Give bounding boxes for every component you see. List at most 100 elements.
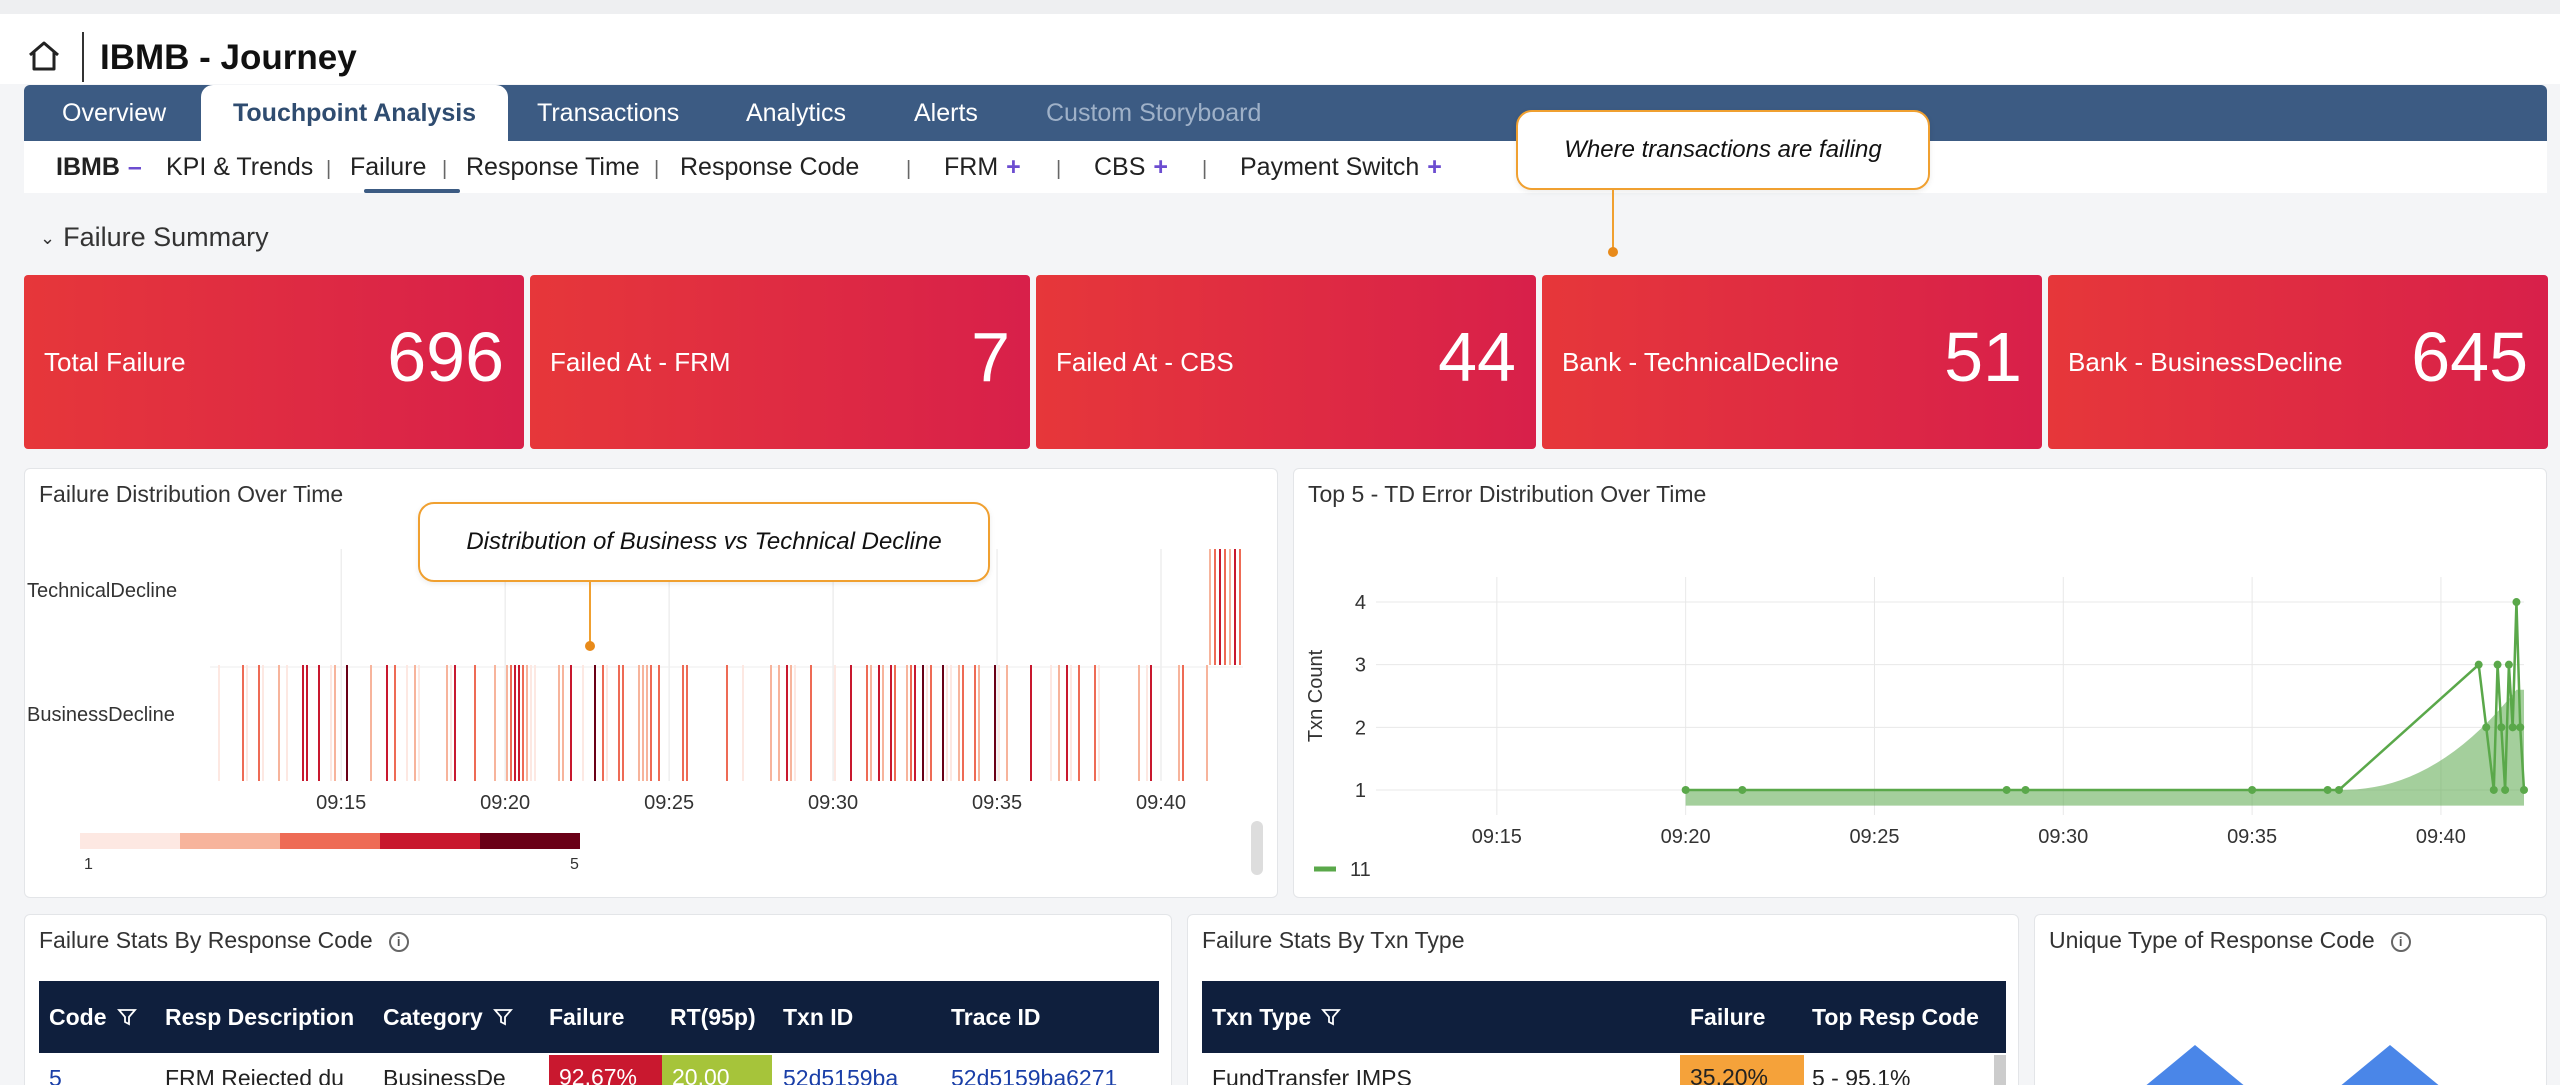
legend-swatch: [480, 833, 580, 849]
heatmap-cell: [726, 665, 728, 781]
cell-trace-id[interactable]: 52d5159ba6271: [951, 1065, 1118, 1085]
heatmap-cell: [994, 665, 996, 781]
kpi-card-total-failure[interactable]: Total Failure 696: [24, 275, 524, 449]
scrollbar[interactable]: [1994, 1055, 2006, 1085]
kpi-card-business-decline[interactable]: Bank - BusinessDecline 645: [2048, 275, 2548, 449]
heatmap-cell: [618, 665, 620, 781]
data-point: [1738, 785, 1747, 794]
data-point: [2002, 785, 2011, 794]
col-rt-95p[interactable]: RT(95p): [670, 1004, 756, 1030]
filter-icon[interactable]: [116, 1007, 137, 1027]
info-icon[interactable]: i: [388, 932, 409, 952]
heatmap-cell: [850, 665, 852, 781]
subnav-failure[interactable]: Failure: [350, 153, 427, 181]
col-failure[interactable]: Failure: [549, 1004, 625, 1030]
data-point: [2501, 785, 2510, 794]
col-top-resp-code[interactable]: Top Resp Code: [1812, 1004, 1979, 1030]
heatmap-cell: [882, 665, 884, 781]
x-tick-label: 09:20: [1661, 826, 1711, 848]
heatmap-cell: [646, 665, 648, 781]
panel-title: Failure Stats By Txn Type: [1202, 927, 1465, 953]
heatmap-cell: [658, 665, 660, 781]
kpi-card-failed-cbs[interactable]: Failed At - CBS 44: [1036, 275, 1536, 449]
heatmap-cell: [910, 665, 912, 781]
col-failure[interactable]: Failure: [1690, 1004, 1766, 1030]
x-tick-label: 09:25: [644, 792, 694, 814]
heatmap-cell: [218, 665, 220, 781]
heatmap-cell: [418, 665, 420, 781]
col-category[interactable]: Category: [383, 981, 513, 1053]
data-point: [2474, 660, 2483, 669]
table-header: Txn Type Failure Top Resp Code: [1202, 981, 2006, 1053]
series-line: [1685, 602, 2526, 792]
subnav-group-ibmb[interactable]: IBMB –: [56, 153, 142, 182]
filter-icon[interactable]: [1321, 1007, 1342, 1027]
data-point: [2482, 723, 2491, 732]
tab-alerts[interactable]: Alerts: [914, 99, 978, 127]
heatmap-cell: [890, 665, 892, 781]
expand-icon[interactable]: +: [1427, 153, 1442, 181]
heatmap-cell: [778, 665, 780, 781]
heatmap-cell: [810, 665, 812, 781]
col-txn-id[interactable]: Txn ID: [783, 1004, 854, 1030]
kpi-card-technical-decline[interactable]: Bank - TechnicalDecline 51: [1542, 275, 2042, 449]
callout-failing: Where transactions are failing: [1516, 110, 1930, 190]
subnav-separator: |: [906, 158, 912, 180]
failure-summary-header[interactable]: ⌄ Failure Summary: [40, 222, 269, 253]
col-trace-id[interactable]: Trace ID: [951, 1004, 1041, 1030]
subnav-response-code[interactable]: Response Code: [680, 153, 860, 181]
scrollbar[interactable]: [1251, 821, 1263, 875]
expand-icon[interactable]: +: [1006, 153, 1021, 181]
col-resp-description[interactable]: Resp Description: [165, 1004, 355, 1030]
tab-analytics[interactable]: Analytics: [746, 99, 847, 127]
col-txn-type[interactable]: Txn Type: [1212, 981, 1342, 1053]
expand-icon[interactable]: +: [1153, 153, 1169, 181]
title-divider: [82, 32, 84, 82]
td-error-panel: Top 5 - TD Error Distribution Over Time …: [1293, 468, 2547, 898]
unique-response-code-panel: Unique Type of Response Code i: [2034, 914, 2547, 1085]
heatmap-cell: [1224, 549, 1226, 665]
cell-code[interactable]: 5: [49, 1065, 62, 1085]
filter-icon[interactable]: [492, 1007, 513, 1027]
callout-distribution: Distribution of Business vs Technical De…: [418, 502, 990, 582]
x-tick-label: 09:35: [2227, 826, 2277, 848]
col-code[interactable]: Code: [49, 981, 137, 1053]
subnav-frm[interactable]: FRM +: [944, 153, 1021, 182]
subnav-response-time[interactable]: Response Time: [466, 153, 640, 181]
subnav-cbs[interactable]: CBS +: [1094, 153, 1168, 182]
active-subtab-indicator: [364, 189, 460, 193]
kpi-card-failed-frm[interactable]: Failed At - FRM 7: [530, 275, 1030, 449]
x-tick-label: 09:40: [2416, 826, 2466, 848]
legend-swatch: [280, 833, 380, 849]
data-point: [2504, 660, 2513, 669]
y-tick-label: 1: [1355, 780, 1366, 802]
callout-dot: [585, 641, 595, 651]
heatmap-cell: [1098, 665, 1100, 781]
heatmap-cell: [562, 665, 564, 781]
tab-transactions[interactable]: Transactions: [537, 99, 680, 127]
heatmap-cell: [394, 665, 396, 781]
subnav-kpi-trends[interactable]: KPI & Trends: [166, 153, 314, 181]
tab-overview[interactable]: Overview: [62, 99, 167, 127]
subnav-payment-switch[interactable]: Payment Switch +: [1240, 153, 1442, 182]
heatmap-cell: [962, 665, 964, 781]
heatmap-cell: [926, 665, 928, 781]
cell-txn-id[interactable]: 52d5159ba: [783, 1065, 899, 1085]
heatmap-cell: [330, 665, 332, 781]
data-point: [2248, 785, 2257, 794]
heatmap-cell: [650, 665, 652, 781]
legend-max-label: 5: [570, 856, 579, 873]
heatmap-cell: [1229, 549, 1231, 665]
info-icon[interactable]: i: [2390, 932, 2411, 952]
data-point: [2497, 723, 2506, 732]
heatmap-cell: [1214, 549, 1216, 665]
kpi-value: 696: [387, 318, 504, 396]
collapse-icon[interactable]: –: [127, 153, 142, 181]
tab-touchpoint-analysis[interactable]: Touchpoint Analysis: [201, 85, 509, 141]
legend-swatch: [180, 833, 280, 849]
heatmap-cell: [242, 665, 244, 781]
home-icon[interactable]: [26, 38, 62, 74]
tab-custom-storyboard[interactable]: Custom Storyboard: [1046, 99, 1262, 127]
response-code-stats-panel: Failure Stats By Response Code i Code Res…: [24, 914, 1172, 1085]
heatmap-cell: [866, 665, 868, 781]
